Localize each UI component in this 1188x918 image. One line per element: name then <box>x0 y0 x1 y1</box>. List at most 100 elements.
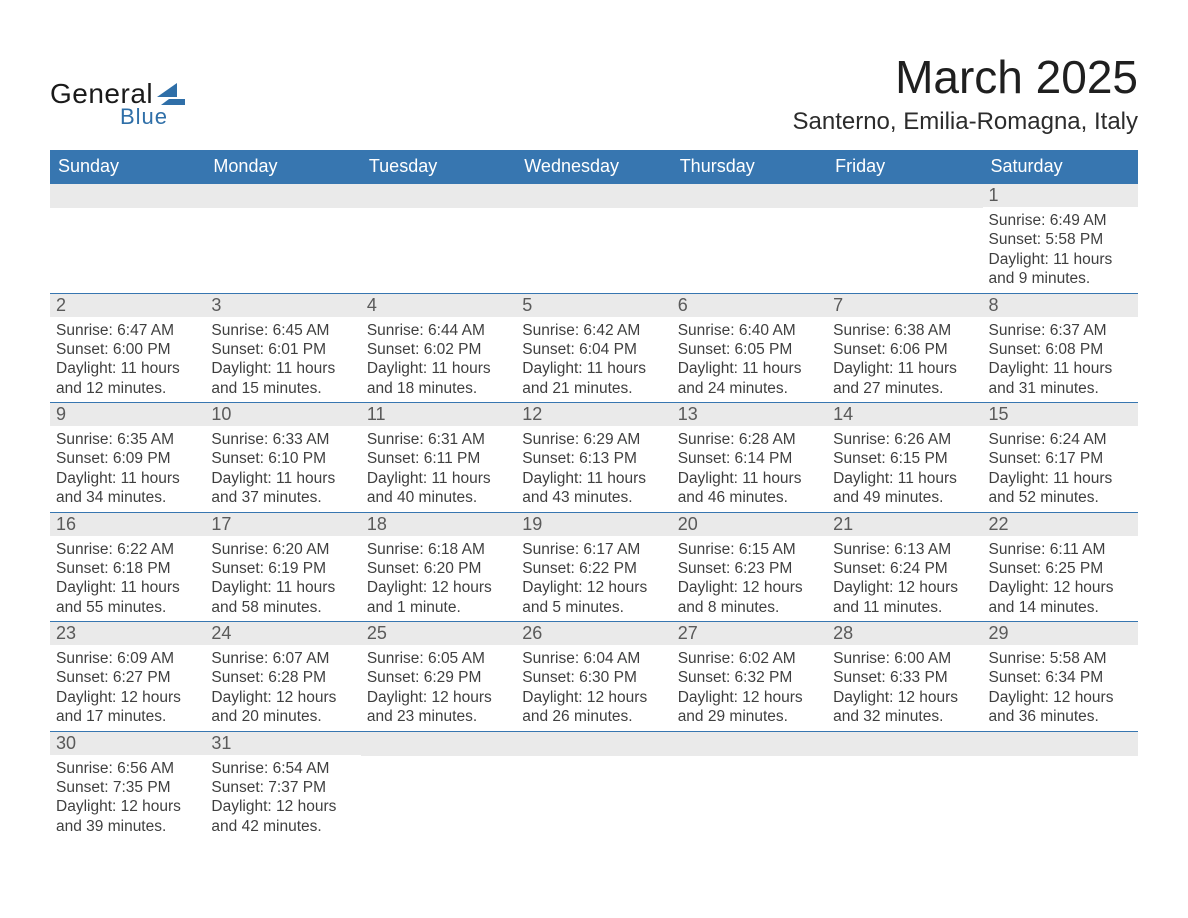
sunrise-text: Sunrise: 6:45 AM <box>211 321 354 340</box>
dow-cell: Monday <box>205 150 360 183</box>
daylight-text: Daylight: 11 hours and 40 minutes. <box>367 469 510 508</box>
week-row: 1Sunrise: 6:49 AMSunset: 5:58 PMDaylight… <box>50 183 1138 293</box>
daylight-text: Daylight: 12 hours and 29 minutes. <box>678 688 821 727</box>
daylight-text: Daylight: 11 hours and 37 minutes. <box>211 469 354 508</box>
sunrise-text: Sunrise: 6:40 AM <box>678 321 821 340</box>
day-body: Sunrise: 6:33 AMSunset: 6:10 PMDaylight:… <box>205 426 360 512</box>
day-body: Sunrise: 6:26 AMSunset: 6:15 PMDaylight:… <box>827 426 982 512</box>
day-number <box>50 184 205 208</box>
day-cell <box>205 184 360 293</box>
day-body: Sunrise: 6:09 AMSunset: 6:27 PMDaylight:… <box>50 645 205 731</box>
sunset-text: Sunset: 6:33 PM <box>833 668 976 687</box>
day-cell: 14Sunrise: 6:26 AMSunset: 6:15 PMDayligh… <box>827 403 982 512</box>
day-body: Sunrise: 6:22 AMSunset: 6:18 PMDaylight:… <box>50 536 205 622</box>
sunset-text: Sunset: 6:14 PM <box>678 449 821 468</box>
dow-cell: Wednesday <box>516 150 671 183</box>
day-number: 4 <box>361 294 516 317</box>
day-cell <box>672 732 827 841</box>
day-body: Sunrise: 6:02 AMSunset: 6:32 PMDaylight:… <box>672 645 827 731</box>
day-number: 11 <box>361 403 516 426</box>
day-cell: 20Sunrise: 6:15 AMSunset: 6:23 PMDayligh… <box>672 513 827 622</box>
day-body: Sunrise: 6:18 AMSunset: 6:20 PMDaylight:… <box>361 536 516 622</box>
sunset-text: Sunset: 6:22 PM <box>522 559 665 578</box>
sunrise-text: Sunrise: 6:33 AM <box>211 430 354 449</box>
day-number: 7 <box>827 294 982 317</box>
day-body <box>672 208 827 228</box>
day-number: 20 <box>672 513 827 536</box>
sunset-text: Sunset: 6:09 PM <box>56 449 199 468</box>
daylight-text: Daylight: 11 hours and 15 minutes. <box>211 359 354 398</box>
day-number: 15 <box>983 403 1138 426</box>
day-cell: 8Sunrise: 6:37 AMSunset: 6:08 PMDaylight… <box>983 294 1138 403</box>
day-body: Sunrise: 6:07 AMSunset: 6:28 PMDaylight:… <box>205 645 360 731</box>
dow-cell: Tuesday <box>361 150 516 183</box>
daylight-text: Daylight: 11 hours and 24 minutes. <box>678 359 821 398</box>
day-cell: 10Sunrise: 6:33 AMSunset: 6:10 PMDayligh… <box>205 403 360 512</box>
day-cell <box>672 184 827 293</box>
daylight-text: Daylight: 12 hours and 39 minutes. <box>56 797 199 836</box>
day-body <box>827 756 982 776</box>
sunset-text: Sunset: 6:10 PM <box>211 449 354 468</box>
sunrise-text: Sunrise: 6:44 AM <box>367 321 510 340</box>
day-number <box>516 732 671 756</box>
daylight-text: Daylight: 11 hours and 12 minutes. <box>56 359 199 398</box>
sunrise-text: Sunrise: 6:26 AM <box>833 430 976 449</box>
day-number <box>672 184 827 208</box>
day-body: Sunrise: 5:58 AMSunset: 6:34 PMDaylight:… <box>983 645 1138 731</box>
sunrise-text: Sunrise: 6:09 AM <box>56 649 199 668</box>
day-number: 25 <box>361 622 516 645</box>
day-number: 29 <box>983 622 1138 645</box>
dow-cell: Thursday <box>672 150 827 183</box>
day-number: 12 <box>516 403 671 426</box>
day-cell: 9Sunrise: 6:35 AMSunset: 6:09 PMDaylight… <box>50 403 205 512</box>
sunset-text: Sunset: 6:04 PM <box>522 340 665 359</box>
daylight-text: Daylight: 11 hours and 21 minutes. <box>522 359 665 398</box>
day-cell: 25Sunrise: 6:05 AMSunset: 6:29 PMDayligh… <box>361 622 516 731</box>
dow-cell: Sunday <box>50 150 205 183</box>
sunset-text: Sunset: 6:08 PM <box>989 340 1132 359</box>
sunset-text: Sunset: 6:29 PM <box>367 668 510 687</box>
day-cell: 22Sunrise: 6:11 AMSunset: 6:25 PMDayligh… <box>983 513 1138 622</box>
day-number: 26 <box>516 622 671 645</box>
sunset-text: Sunset: 6:06 PM <box>833 340 976 359</box>
sunset-text: Sunset: 6:13 PM <box>522 449 665 468</box>
sunset-text: Sunset: 6:05 PM <box>678 340 821 359</box>
daylight-text: Daylight: 12 hours and 26 minutes. <box>522 688 665 727</box>
day-body: Sunrise: 6:35 AMSunset: 6:09 PMDaylight:… <box>50 426 205 512</box>
sunset-text: Sunset: 6:18 PM <box>56 559 199 578</box>
day-cell: 24Sunrise: 6:07 AMSunset: 6:28 PMDayligh… <box>205 622 360 731</box>
sunset-text: Sunset: 6:11 PM <box>367 449 510 468</box>
day-number: 17 <box>205 513 360 536</box>
day-body <box>361 208 516 228</box>
day-body: Sunrise: 6:40 AMSunset: 6:05 PMDaylight:… <box>672 317 827 403</box>
day-body: Sunrise: 6:05 AMSunset: 6:29 PMDaylight:… <box>361 645 516 731</box>
sunset-text: Sunset: 6:19 PM <box>211 559 354 578</box>
day-cell <box>983 732 1138 841</box>
daylight-text: Daylight: 11 hours and 27 minutes. <box>833 359 976 398</box>
sunset-text: Sunset: 6:24 PM <box>833 559 976 578</box>
daylight-text: Daylight: 11 hours and 34 minutes. <box>56 469 199 508</box>
sunrise-text: Sunrise: 6:00 AM <box>833 649 976 668</box>
day-cell: 16Sunrise: 6:22 AMSunset: 6:18 PMDayligh… <box>50 513 205 622</box>
daylight-text: Daylight: 12 hours and 8 minutes. <box>678 578 821 617</box>
day-body: Sunrise: 6:47 AMSunset: 6:00 PMDaylight:… <box>50 317 205 403</box>
day-body: Sunrise: 6:31 AMSunset: 6:11 PMDaylight:… <box>361 426 516 512</box>
sunrise-text: Sunrise: 6:49 AM <box>989 211 1132 230</box>
day-number: 9 <box>50 403 205 426</box>
day-number: 3 <box>205 294 360 317</box>
daylight-text: Daylight: 12 hours and 36 minutes. <box>989 688 1132 727</box>
day-cell: 19Sunrise: 6:17 AMSunset: 6:22 PMDayligh… <box>516 513 671 622</box>
title-block: March 2025 Santerno, Emilia-Romagna, Ita… <box>793 50 1139 136</box>
sunrise-text: Sunrise: 6:02 AM <box>678 649 821 668</box>
sunset-text: Sunset: 6:28 PM <box>211 668 354 687</box>
sunset-text: Sunset: 6:23 PM <box>678 559 821 578</box>
day-number: 21 <box>827 513 982 536</box>
day-cell <box>827 732 982 841</box>
day-number: 22 <box>983 513 1138 536</box>
day-body <box>516 756 671 776</box>
day-number: 10 <box>205 403 360 426</box>
week-row: 30Sunrise: 6:56 AMSunset: 7:35 PMDayligh… <box>50 731 1138 841</box>
daylight-text: Daylight: 12 hours and 42 minutes. <box>211 797 354 836</box>
daylight-text: Daylight: 12 hours and 1 minute. <box>367 578 510 617</box>
daylight-text: Daylight: 11 hours and 58 minutes. <box>211 578 354 617</box>
